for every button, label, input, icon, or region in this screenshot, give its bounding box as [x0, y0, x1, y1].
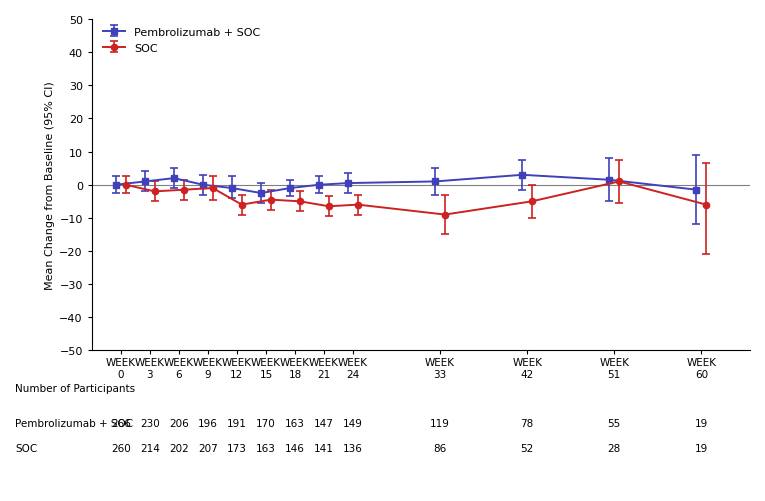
Text: 52: 52 — [520, 443, 534, 453]
Text: Number of Participants: Number of Participants — [15, 383, 135, 393]
Text: 119: 119 — [430, 418, 450, 428]
Text: 170: 170 — [256, 418, 276, 428]
Y-axis label: Mean Change from Baseline (95% CI): Mean Change from Baseline (95% CI) — [45, 81, 55, 290]
Text: 147: 147 — [314, 418, 334, 428]
Text: 196: 196 — [198, 418, 218, 428]
Text: 163: 163 — [285, 418, 305, 428]
Text: 230: 230 — [140, 418, 160, 428]
Text: 202: 202 — [169, 443, 189, 453]
Text: 173: 173 — [227, 443, 247, 453]
Text: 260: 260 — [111, 443, 131, 453]
Text: 141: 141 — [314, 443, 334, 453]
Text: 86: 86 — [434, 443, 447, 453]
Text: 214: 214 — [140, 443, 160, 453]
Text: 266: 266 — [111, 418, 131, 428]
Text: 19: 19 — [695, 418, 708, 428]
Text: 163: 163 — [256, 443, 276, 453]
Text: Pembrolizumab + SOC: Pembrolizumab + SOC — [15, 418, 133, 428]
Text: 55: 55 — [607, 418, 621, 428]
Text: 206: 206 — [169, 418, 189, 428]
Text: 28: 28 — [607, 443, 621, 453]
Text: 78: 78 — [520, 418, 534, 428]
Text: 207: 207 — [198, 443, 218, 453]
Text: 19: 19 — [695, 443, 708, 453]
Text: 136: 136 — [343, 443, 363, 453]
Text: SOC: SOC — [15, 443, 37, 453]
Legend: Pembrolizumab + SOC, SOC: Pembrolizumab + SOC, SOC — [99, 24, 265, 58]
Text: 146: 146 — [285, 443, 305, 453]
Text: 191: 191 — [227, 418, 247, 428]
Text: 149: 149 — [343, 418, 363, 428]
